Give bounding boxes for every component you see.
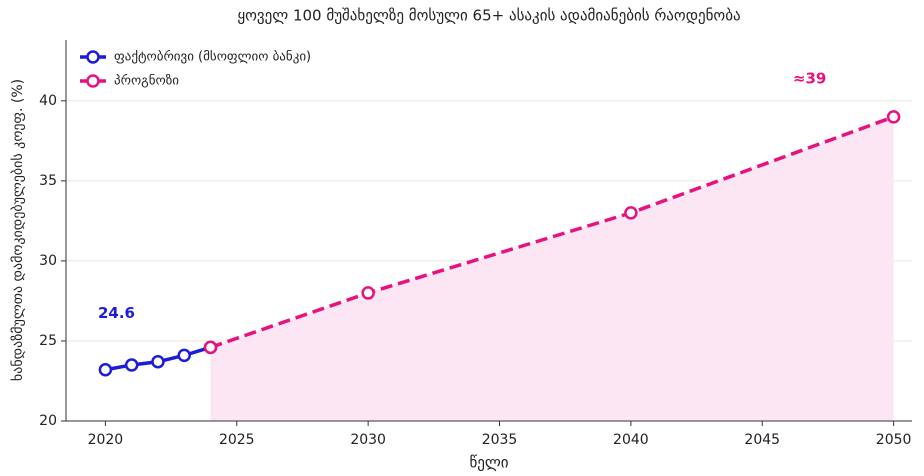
annotation: 24.6 — [98, 304, 135, 322]
data-point — [151, 355, 165, 369]
data-point — [203, 340, 218, 355]
y-tick-label: 40 — [39, 93, 57, 109]
y-tick-label: 20 — [39, 413, 57, 429]
x-tick-label: 2040 — [613, 432, 649, 448]
data-point — [624, 206, 638, 220]
data-point — [124, 358, 139, 372]
series-line — [209, 115, 895, 350]
x-tick-label: 2030 — [350, 432, 386, 448]
data-point — [886, 110, 901, 124]
y-axis-label: ხანდაზმულთა დამოკიდებულების კოეფ. (%) — [10, 79, 26, 381]
legend-marker — [86, 74, 100, 88]
x-axis-label: წელი — [469, 454, 508, 472]
data-point — [98, 363, 113, 377]
y-tick-label: 30 — [39, 253, 57, 269]
x-tick-label: 2050 — [876, 432, 912, 448]
x-tick-label: 2035 — [482, 432, 518, 448]
chart-title: ყოველ 100 მუშახელზე მოსული 65+ ასაკის ად… — [237, 7, 740, 25]
legend-label: ფაქტობრივი (მსოფლიო ბანკი) — [114, 50, 311, 65]
y-tick-label: 25 — [39, 333, 57, 349]
legend-marker — [86, 50, 100, 64]
data-point — [361, 286, 375, 300]
data-point — [177, 348, 191, 363]
forecast-area — [210, 116, 894, 422]
x-tick-label: 2025 — [219, 432, 255, 448]
legend-label: პროგნოზი — [114, 74, 179, 89]
x-tick-label: 2045 — [744, 432, 780, 448]
x-tick-label: 2020 — [88, 432, 124, 448]
annotation: ≈39 — [793, 69, 826, 87]
y-tick-label: 35 — [39, 173, 57, 189]
